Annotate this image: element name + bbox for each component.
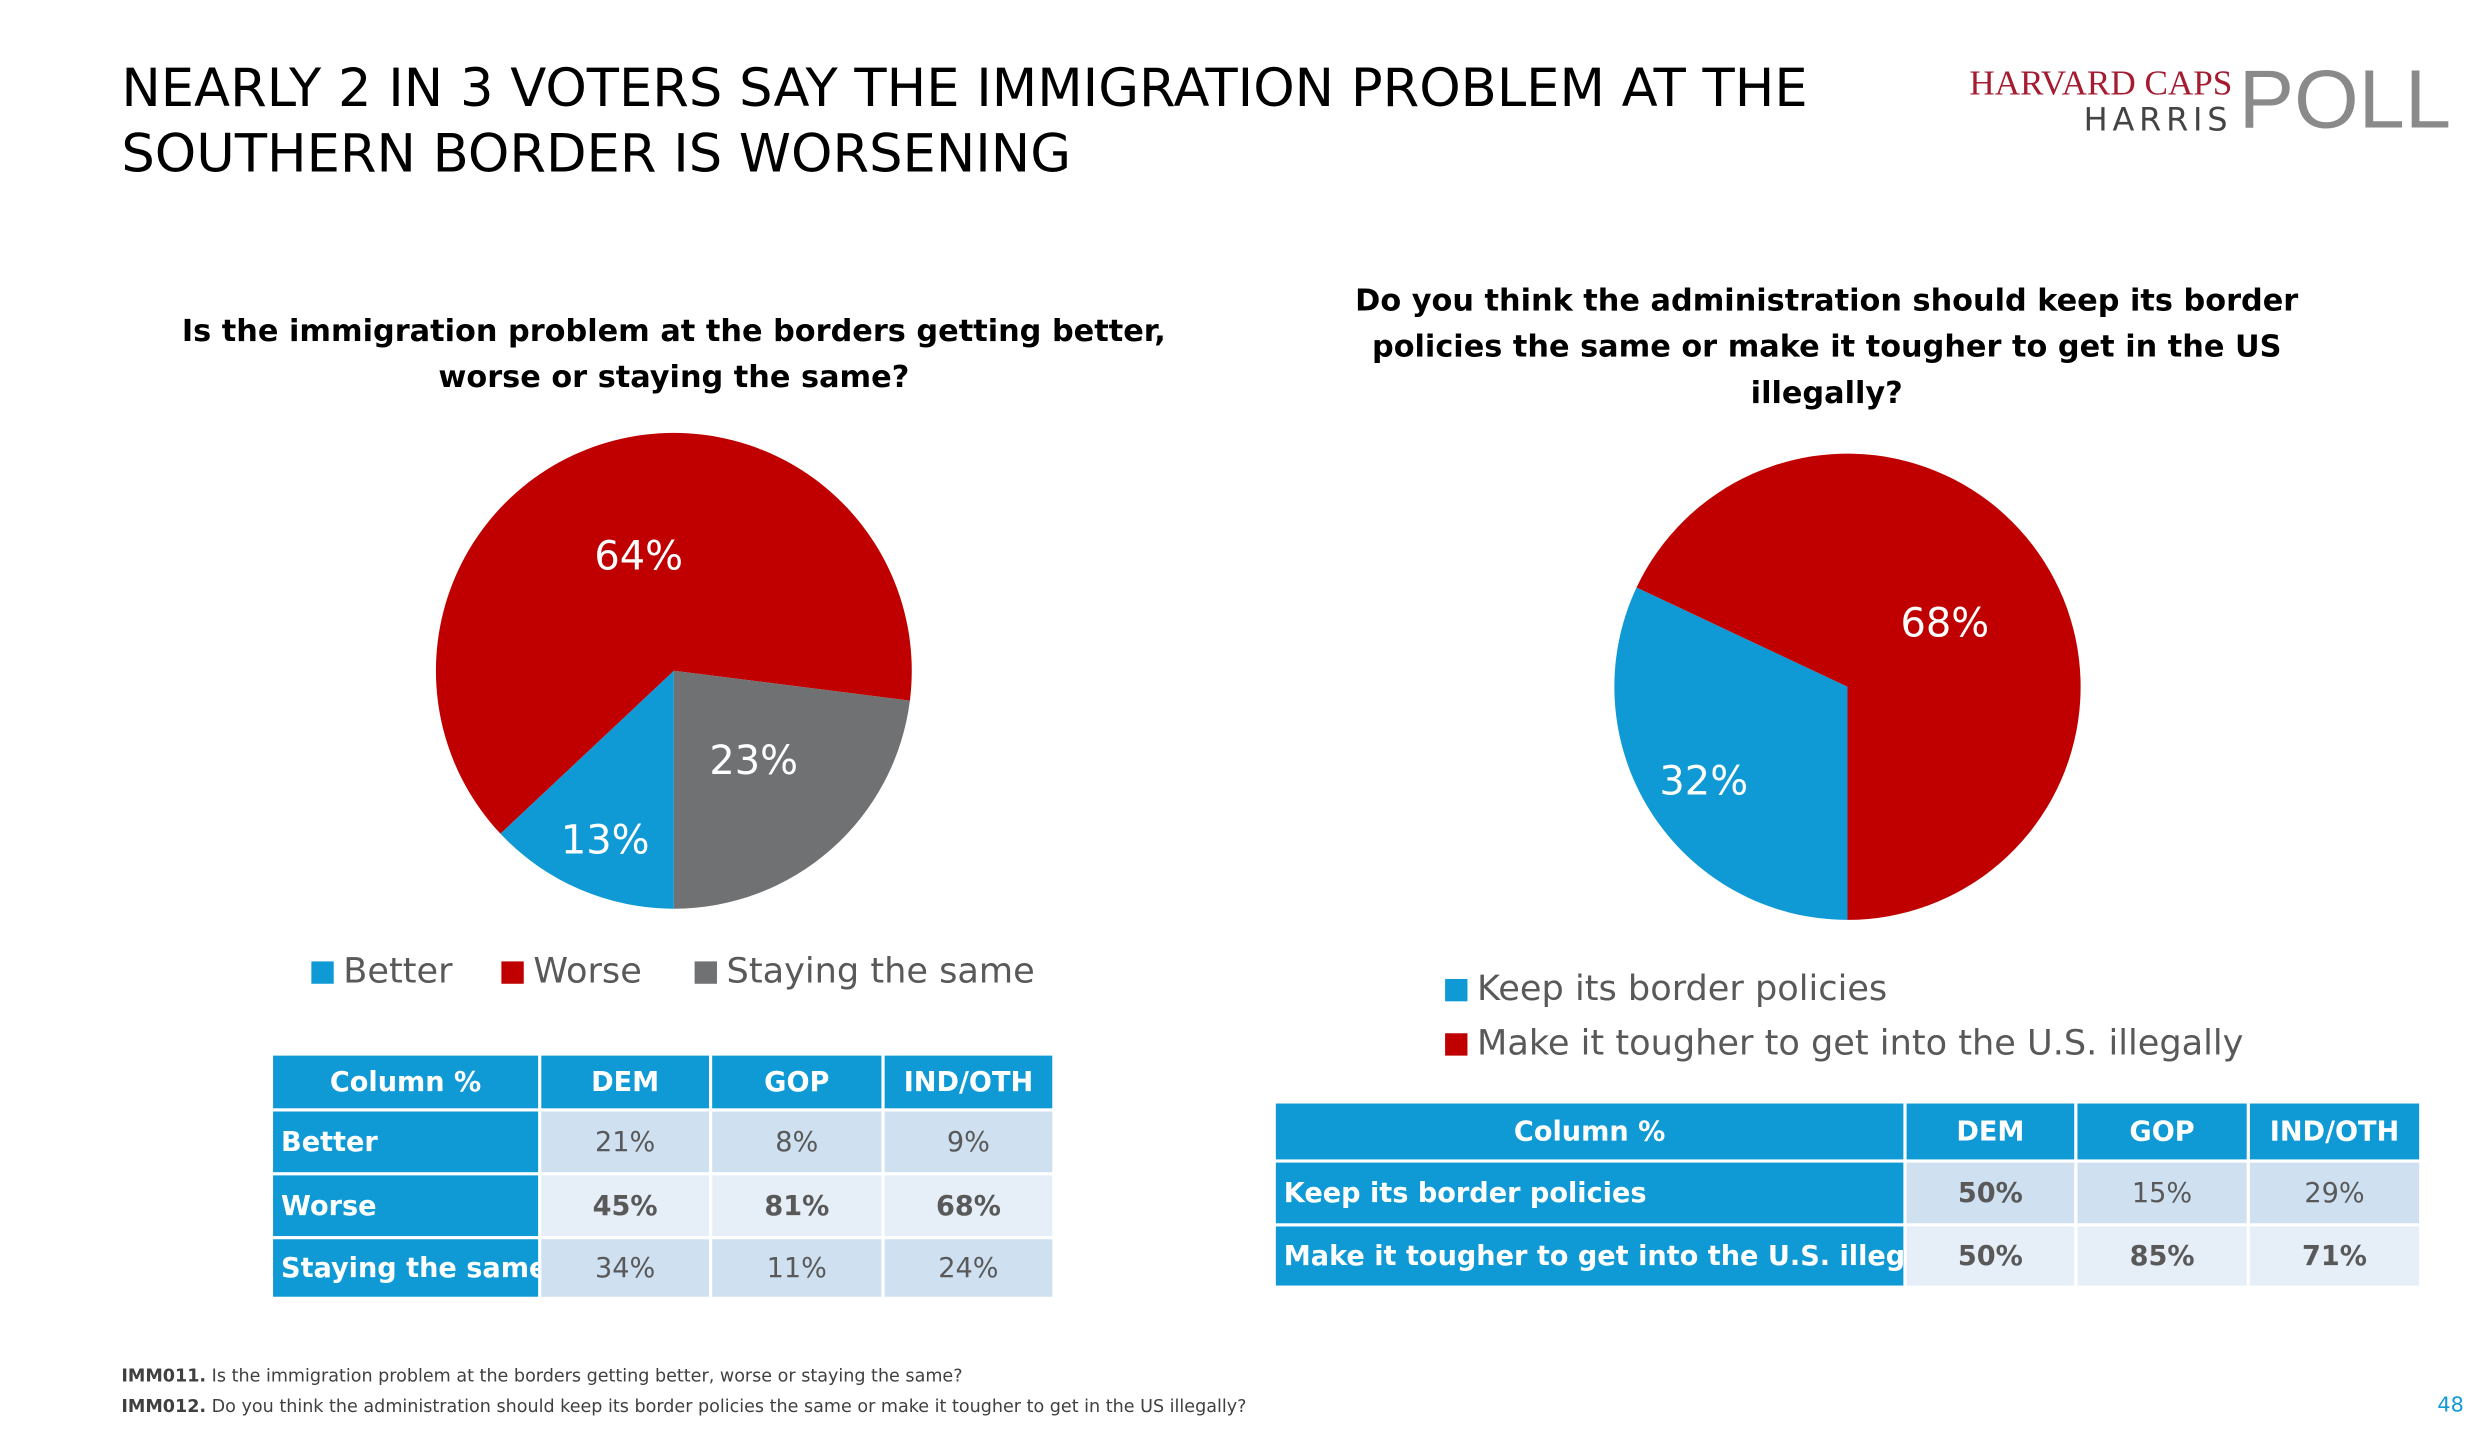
legend-swatch bbox=[1445, 978, 1468, 1002]
table-cell-text: 45% bbox=[593, 1191, 658, 1222]
table-cell bbox=[273, 1175, 539, 1237]
table-header-cell bbox=[712, 1055, 882, 1109]
legend-label: Keep its border policies bbox=[1477, 968, 1887, 1009]
chart-title: policies the same or make it tougher to … bbox=[1372, 330, 2281, 365]
footnote-code: IMM011. bbox=[121, 1367, 206, 1387]
table-cell-text: 50% bbox=[1958, 1178, 2023, 1209]
legend-label: Make it tougher to get into the U.S. ill… bbox=[1477, 1022, 2243, 1063]
table-cell bbox=[1906, 1162, 2075, 1224]
table-cell-text: Worse bbox=[281, 1191, 377, 1222]
legend-swatch bbox=[501, 961, 524, 984]
table-header-text: DEM bbox=[1956, 1117, 2024, 1148]
data-label: 68% bbox=[1901, 601, 1990, 647]
table-cell-text: 8% bbox=[775, 1127, 818, 1158]
table-cell-text: 11% bbox=[767, 1253, 827, 1284]
footnote-text: Is the immigration problem at the border… bbox=[212, 1367, 963, 1387]
legend-swatch bbox=[1445, 1033, 1468, 1056]
table-header-cell bbox=[884, 1055, 1053, 1109]
table-cell-text: Make it tougher to get into the U.S. ill… bbox=[1284, 1241, 1960, 1272]
table-cell bbox=[541, 1111, 709, 1173]
table-cell bbox=[541, 1239, 709, 1297]
table-header-text: Column % bbox=[330, 1067, 481, 1098]
legend-label: Better bbox=[343, 951, 453, 992]
footnote: IMM011. Is the immigration problem at th… bbox=[121, 1367, 962, 1387]
table-cell bbox=[1275, 1162, 1904, 1224]
data-label: 13% bbox=[561, 818, 650, 864]
legend-label: Staying the same bbox=[727, 951, 1035, 992]
table-header-text: DEM bbox=[591, 1067, 659, 1098]
table-header-text: IND/OTH bbox=[904, 1067, 1033, 1098]
logo-word: POLL bbox=[2239, 52, 2451, 145]
table-cell-text: 68% bbox=[936, 1191, 1001, 1222]
table-header-cell bbox=[541, 1055, 709, 1109]
chart-title: worse or staying the same? bbox=[438, 360, 909, 395]
table-cell-text: 24% bbox=[938, 1253, 998, 1284]
table-header-text: GOP bbox=[2129, 1117, 2194, 1148]
table-cell-text: 50% bbox=[1958, 1241, 2023, 1272]
data-label: 23% bbox=[709, 738, 798, 784]
chart-title: Is the immigration problem at the border… bbox=[182, 314, 1166, 349]
table-cell bbox=[1906, 1226, 2075, 1286]
table-cell-text: 29% bbox=[2304, 1178, 2364, 1209]
footnote-code: IMM012. bbox=[121, 1397, 206, 1417]
table-cell bbox=[273, 1239, 539, 1297]
footnote-text: Do you think the administration should k… bbox=[212, 1397, 1247, 1417]
pie-slice bbox=[1614, 587, 1848, 920]
table-cell-text: 85% bbox=[2130, 1241, 2195, 1272]
table-cell bbox=[541, 1175, 709, 1237]
chart-title: Do you think the administration should k… bbox=[1355, 283, 2298, 318]
table-cell bbox=[884, 1111, 1053, 1173]
table-header-cell bbox=[2249, 1103, 2420, 1160]
legend-swatch bbox=[311, 961, 334, 984]
footnote: IMM012. Do you think the administration … bbox=[121, 1397, 1246, 1417]
table-cell bbox=[2077, 1226, 2247, 1286]
table-cell-text: Better bbox=[281, 1127, 378, 1158]
data-label: 64% bbox=[594, 534, 683, 580]
pie-slice bbox=[500, 670, 674, 909]
slide-title: SOUTHERN BORDER IS WORSENING bbox=[121, 123, 1071, 184]
table-header-cell bbox=[2077, 1103, 2247, 1160]
logo-line: HARRIS bbox=[2084, 100, 2233, 138]
slide-title: NEARLY 2 IN 3 VOTERS SAY THE IMMIGRATION… bbox=[121, 58, 1807, 119]
table-cell-text: Staying the same bbox=[281, 1253, 547, 1284]
page-number: 48 bbox=[2437, 1392, 2463, 1416]
data-label: 32% bbox=[1659, 759, 1748, 805]
table-header-text: GOP bbox=[764, 1067, 829, 1098]
table-cell bbox=[884, 1175, 1053, 1237]
table-cell-text: 34% bbox=[595, 1253, 655, 1284]
legend-swatch bbox=[694, 961, 717, 984]
legend-label: Worse bbox=[533, 951, 641, 992]
table-cell-text: 81% bbox=[764, 1191, 829, 1222]
table-cell bbox=[273, 1111, 539, 1173]
table-header-cell bbox=[273, 1055, 539, 1109]
table-cell-text: Keep its border policies bbox=[1284, 1178, 1647, 1209]
table-cell bbox=[2249, 1162, 2420, 1224]
table-cell-text: 71% bbox=[2302, 1241, 2367, 1272]
chart-title: illegally? bbox=[1751, 376, 1903, 411]
table-header-cell bbox=[1906, 1103, 2075, 1160]
pie-slice bbox=[673, 670, 910, 909]
logo-line: HARVARD CAPS bbox=[1969, 63, 2232, 102]
table-cell-text: 9% bbox=[947, 1127, 990, 1158]
table-cell bbox=[712, 1175, 882, 1237]
table-cell bbox=[2249, 1226, 2420, 1286]
table-cell-text: 15% bbox=[2132, 1178, 2192, 1209]
table-cell bbox=[712, 1111, 882, 1173]
table-cell-text: 21% bbox=[595, 1127, 655, 1158]
pie-slice bbox=[1636, 453, 2081, 920]
table-header-cell bbox=[1275, 1103, 1904, 1160]
table-header-text: Column % bbox=[1514, 1117, 1665, 1148]
pie-slice bbox=[435, 432, 912, 834]
table-cell bbox=[2077, 1162, 2247, 1224]
table-header-text: IND/OTH bbox=[2270, 1117, 2399, 1148]
table-cell bbox=[712, 1239, 882, 1297]
table-cell bbox=[1275, 1226, 1904, 1286]
table-cell bbox=[884, 1239, 1053, 1297]
